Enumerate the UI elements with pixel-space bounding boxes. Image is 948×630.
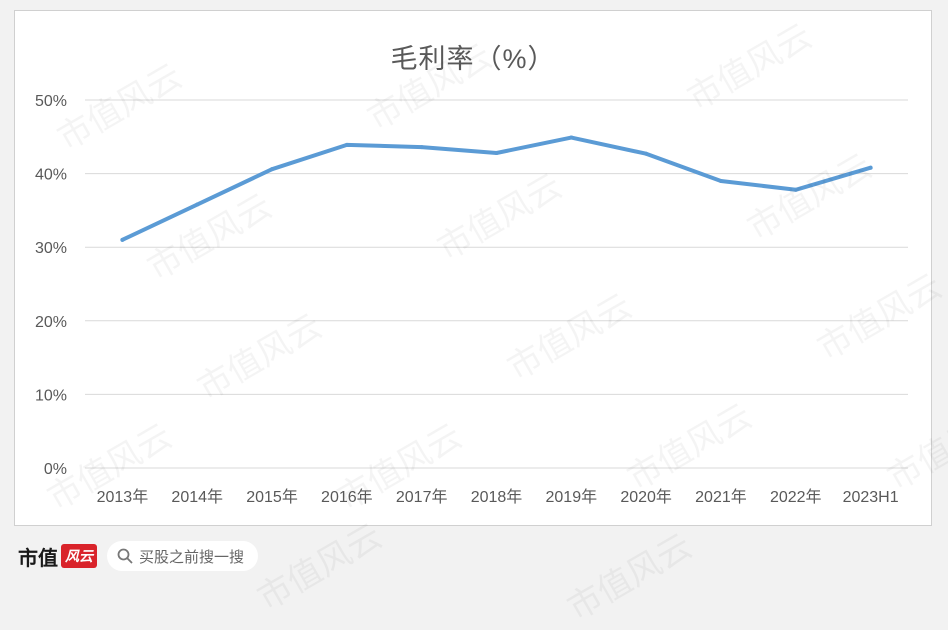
x-tick-label: 2014年 <box>171 488 223 506</box>
x-tick-label: 2020年 <box>620 488 672 506</box>
y-tick-label: 30% <box>35 240 67 257</box>
y-tick-label: 0% <box>44 461 67 478</box>
search-icon <box>117 548 133 564</box>
brand-text: 市值 <box>18 545 58 570</box>
y-tick-label: 50% <box>35 93 67 110</box>
x-tick-label: 2016年 <box>321 488 373 506</box>
x-tick-label: 2013年 <box>97 488 149 506</box>
brand-logo: 市值 风云 <box>18 542 97 571</box>
x-tick-label: 2018年 <box>471 488 523 506</box>
y-tick-label: 10% <box>35 387 67 404</box>
chart-card: 毛利率（%） 0% 10% 20% 30% 40% 50% 2013年 2014年 2015年 2… <box>14 10 932 526</box>
x-tick-label: 2023H1 <box>843 489 899 506</box>
data-point <box>344 142 349 147</box>
footer: 市值 风云 买股之前搜一搜 <box>18 540 259 572</box>
chart-title: 毛利率（%） <box>390 44 556 74</box>
data-point <box>195 202 200 207</box>
line-chart: 0% 10% 20% 30% 40% 50% 2013年 2014年 2015年 2016年 201… <box>35 93 908 506</box>
search-placeholder: 买股之前搜一搜 <box>139 548 245 566</box>
data-point <box>569 135 574 140</box>
data-point <box>494 150 499 155</box>
data-point <box>270 167 275 172</box>
data-point <box>644 151 649 156</box>
data-point <box>868 165 873 170</box>
search-box[interactable]: 买股之前搜一搜 <box>107 541 259 571</box>
data-point <box>120 237 125 242</box>
x-tick-label: 2021年 <box>695 488 747 506</box>
brand-badge: 风云 <box>61 544 97 568</box>
x-tick-label: 2019年 <box>546 488 598 506</box>
x-tick-label: 2017年 <box>396 488 448 506</box>
y-tick-label: 20% <box>35 314 67 331</box>
data-point <box>718 178 723 183</box>
x-tick-label: 2015年 <box>246 488 298 506</box>
data-point <box>419 145 424 150</box>
x-tick-label: 2022年 <box>770 488 822 506</box>
y-tick-label: 40% <box>35 167 67 184</box>
data-point <box>793 187 798 192</box>
